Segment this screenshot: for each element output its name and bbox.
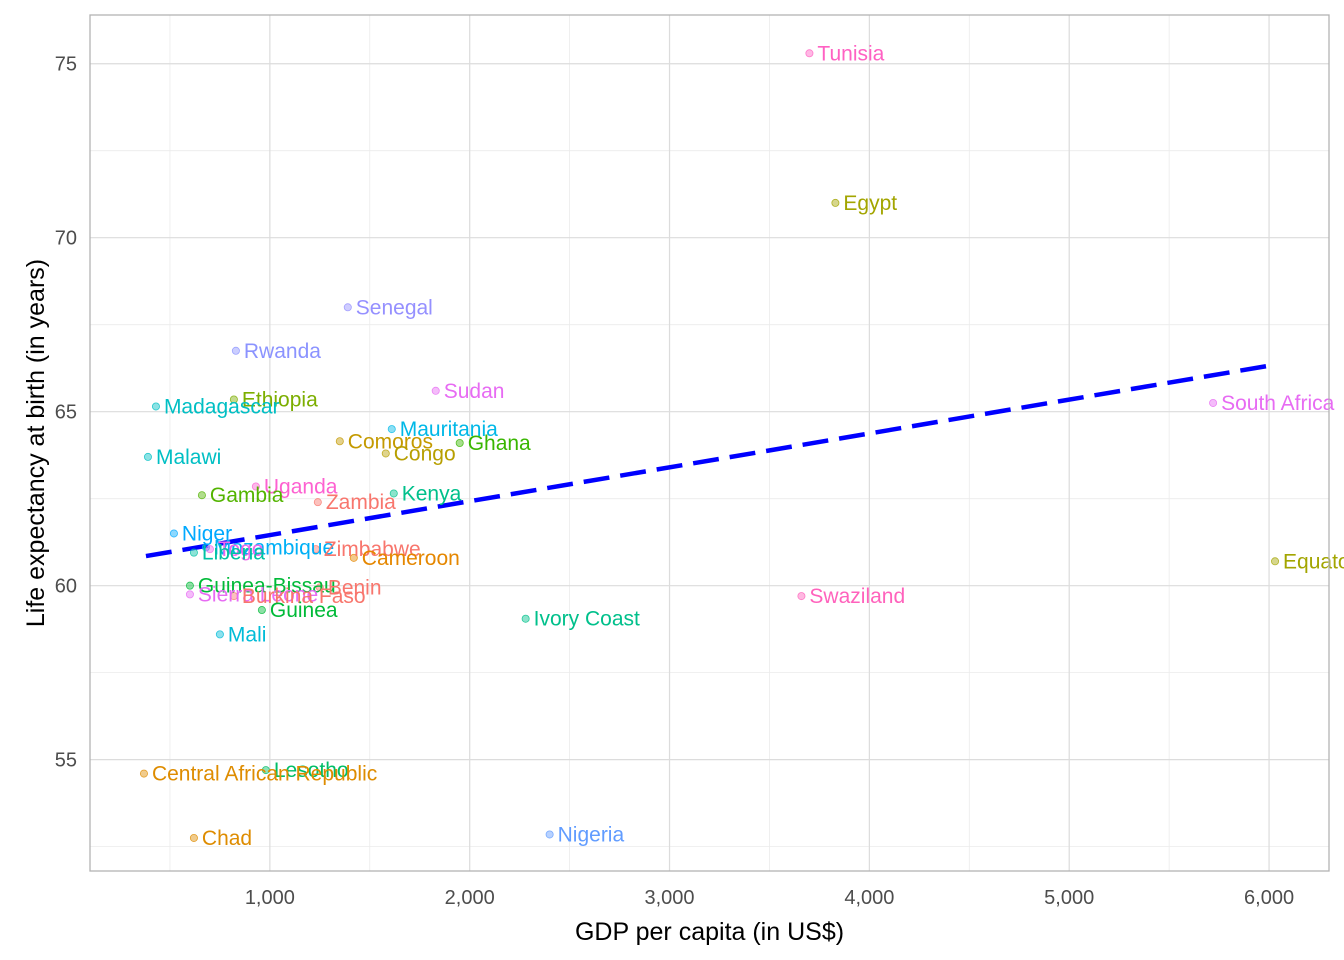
point-label: Guinea <box>270 599 338 622</box>
data-point <box>315 583 324 592</box>
point-label: Benin <box>328 576 382 599</box>
x-axis-title: GDP per capita (in US$) <box>575 918 844 946</box>
point-label: Sudan <box>444 380 505 403</box>
point-label: Uganda <box>264 475 338 498</box>
trend-line <box>145 362 1276 559</box>
point-label: Central African Republic <box>152 763 377 786</box>
data-point <box>251 482 260 491</box>
data-point <box>387 425 396 434</box>
data-point <box>521 614 530 623</box>
point-labels-layer: TunisiaEgyptSenegalRwandaSudanEthiopiaMa… <box>152 42 1344 850</box>
data-point <box>139 769 148 778</box>
x-tick-label: 3,000 <box>645 887 695 909</box>
point-label: Senegal <box>356 296 433 319</box>
point-label: Niger <box>182 522 232 545</box>
data-point <box>349 553 358 562</box>
point-label: Egypt <box>843 192 897 215</box>
data-point <box>257 606 266 615</box>
point-label: Swaziland <box>809 585 905 608</box>
point-label: Sierra Leone <box>198 583 318 606</box>
point-label: Liberia <box>202 542 265 565</box>
y-tick-label: 60 <box>55 576 77 598</box>
data-point <box>197 491 206 500</box>
point-label: Burkina Faso <box>242 585 366 608</box>
data-point <box>313 498 322 507</box>
data-point <box>797 592 806 601</box>
data-point <box>381 449 390 458</box>
x-tick-label: 6,000 <box>1244 887 1294 909</box>
data-point <box>343 303 352 312</box>
data-point <box>205 545 214 554</box>
x-tick-label: 4,000 <box>844 887 894 909</box>
trend-line-layer <box>145 362 1276 559</box>
point-label: Rwanda <box>244 340 321 363</box>
point-label: Malawi <box>156 446 221 469</box>
data-point <box>229 592 238 601</box>
data-point <box>455 438 464 447</box>
point-label: Gambia <box>210 484 284 507</box>
data-point <box>201 543 210 552</box>
data-point <box>231 346 240 355</box>
y-tick-label: 75 <box>55 54 77 76</box>
x-tick-label: 2,000 <box>445 887 495 909</box>
point-label: Madagascar <box>164 395 280 418</box>
data-point <box>431 386 440 395</box>
point-label: Mozambique <box>214 536 334 559</box>
point-label: Congo <box>394 442 456 465</box>
data-point <box>1209 398 1218 407</box>
grid <box>90 15 1329 871</box>
point-label: Cameroon <box>362 547 460 570</box>
x-axis-ticks: 1,000 2,000 3,000 4,000 5,000 6,000 <box>245 887 1294 909</box>
point-label: Tunisia <box>817 42 884 65</box>
point-label: Nigeria <box>558 823 625 846</box>
x-tick-label: 1,000 <box>245 887 295 909</box>
point-label: Ivory Coast <box>534 608 640 631</box>
point-label: Ethiopia <box>242 389 318 412</box>
data-point <box>545 830 554 839</box>
data-point <box>805 49 814 58</box>
point-label: Lesotho <box>274 759 349 782</box>
y-tick-label: 55 <box>55 750 77 772</box>
data-point <box>261 766 270 775</box>
data-point <box>389 489 398 498</box>
data-point <box>1271 557 1280 566</box>
data-point <box>215 630 224 639</box>
data-point <box>311 545 320 554</box>
y-axis-title: Life expectancy at birth (in years) <box>22 259 50 627</box>
point-label: Equatorial Guinea <box>1283 550 1344 573</box>
data-point <box>229 395 238 404</box>
x-tick-label: 5,000 <box>1044 887 1094 909</box>
point-label: Togo <box>218 538 264 561</box>
point-label: Zambia <box>326 491 396 514</box>
point-label: Comoros <box>348 430 433 453</box>
point-label: Kenya <box>402 482 462 505</box>
y-tick-label: 65 <box>55 402 77 424</box>
data-point <box>335 437 344 446</box>
data-point <box>185 590 194 599</box>
y-tick-label: 70 <box>55 228 77 250</box>
point-label: Zimbabwe <box>324 538 421 561</box>
data-point <box>169 529 178 538</box>
point-label: Guinea-Bissau <box>198 575 336 598</box>
point-label: South Africa <box>1221 392 1335 415</box>
point-label: Mauritania <box>400 418 498 441</box>
plot-panel-border <box>89 14 1330 872</box>
data-point <box>831 198 840 207</box>
point-label: Mali <box>228 623 267 646</box>
data-point <box>185 581 194 590</box>
data-point <box>189 833 198 842</box>
data-point <box>143 452 152 461</box>
data-point <box>151 402 160 411</box>
points-layer <box>139 49 1280 842</box>
point-label: Ghana <box>468 432 531 455</box>
y-axis-ticks: 55 60 65 70 75 <box>55 54 77 772</box>
point-label: Chad <box>202 827 252 850</box>
data-point <box>189 548 198 557</box>
